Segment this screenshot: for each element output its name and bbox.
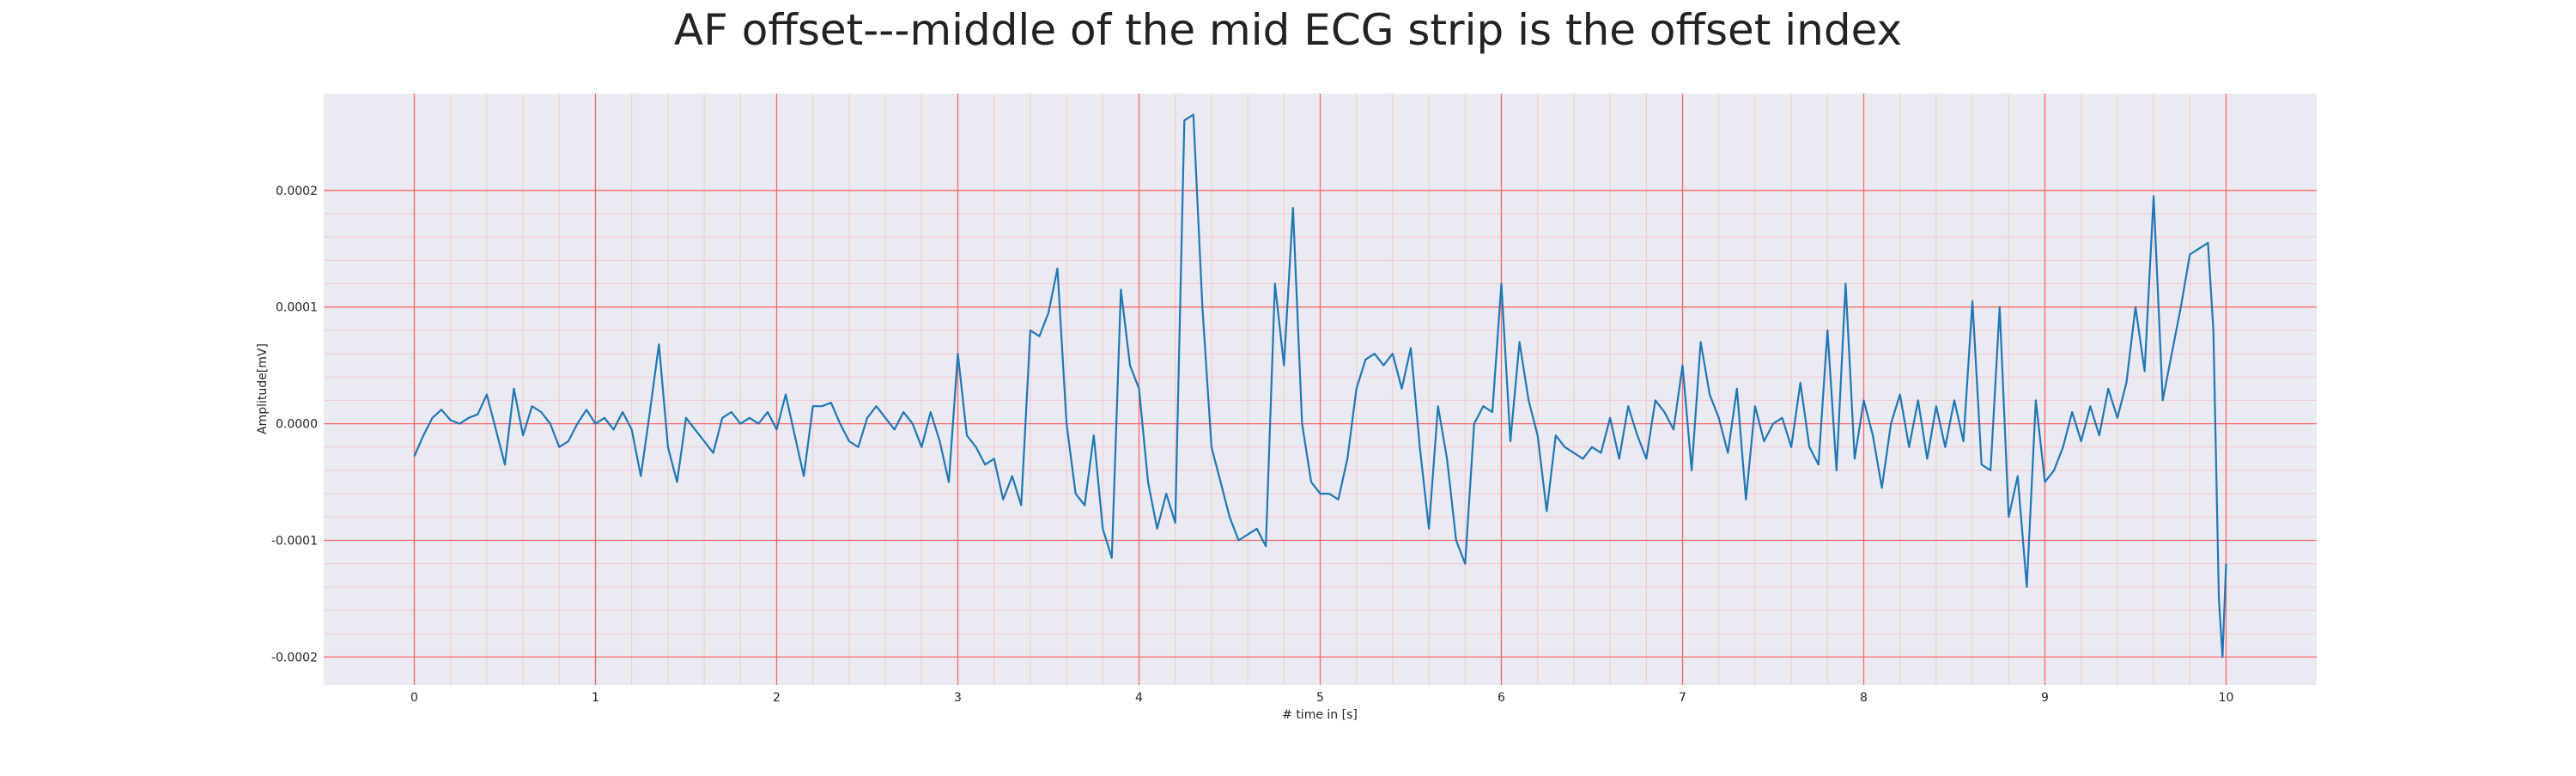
chart-title: AF offset---middle of the mid ECG strip … (674, 5, 1902, 55)
y-tick-label: -0.0002 (271, 651, 318, 664)
x-tick-label: 7 (1679, 691, 1686, 705)
x-tick-label: 3 (954, 691, 962, 705)
x-tick-label: 2 (773, 691, 781, 705)
x-tick-label: 5 (1316, 691, 1324, 705)
x-tick-label: 10 (2219, 691, 2234, 705)
x-tick-label: 9 (2041, 691, 2049, 705)
x-axis-label: # time in [s] (1282, 708, 1358, 722)
x-tick-label: 4 (1135, 691, 1143, 705)
y-tick-label: -0.0001 (271, 534, 318, 548)
y-tick-label: 0.0001 (276, 301, 318, 315)
y-tick-label: 0.0002 (276, 185, 318, 198)
x-tick-label: 6 (1498, 691, 1505, 705)
x-tick-label: 0 (410, 691, 418, 705)
line-series (413, 113, 2227, 658)
y-axis-label: Amplitude[mV] (256, 343, 270, 434)
x-tick-label: 8 (1860, 691, 1868, 705)
x-tick-label: 1 (592, 691, 599, 705)
y-tick-label: 0.0000 (276, 418, 318, 432)
